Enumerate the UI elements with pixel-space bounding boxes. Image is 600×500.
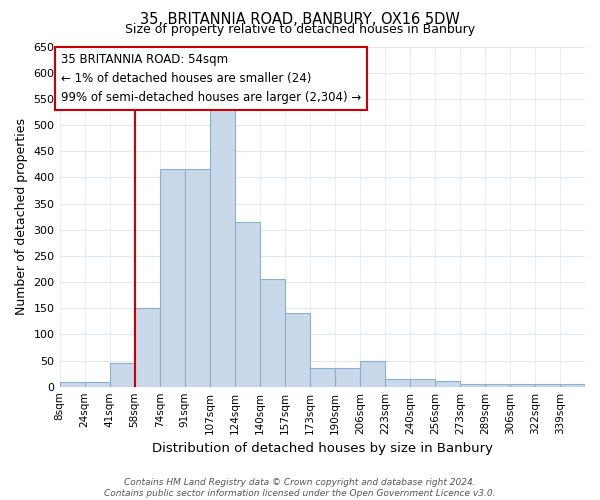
Bar xyxy=(235,222,260,386)
Text: 35, BRITANNIA ROAD, BANBURY, OX16 5DW: 35, BRITANNIA ROAD, BANBURY, OX16 5DW xyxy=(140,12,460,28)
Bar xyxy=(285,314,310,386)
Bar xyxy=(535,384,560,386)
Bar xyxy=(435,382,460,386)
Bar xyxy=(260,280,285,386)
Bar xyxy=(510,384,535,386)
Text: 35 BRITANNIA ROAD: 54sqm
← 1% of detached houses are smaller (24)
99% of semi-de: 35 BRITANNIA ROAD: 54sqm ← 1% of detache… xyxy=(61,53,361,104)
Bar xyxy=(185,170,209,386)
Y-axis label: Number of detached properties: Number of detached properties xyxy=(15,118,28,315)
Bar xyxy=(560,384,585,386)
Bar xyxy=(385,379,410,386)
X-axis label: Distribution of detached houses by size in Banbury: Distribution of detached houses by size … xyxy=(152,442,493,455)
Bar xyxy=(360,360,385,386)
Bar xyxy=(85,382,110,386)
Bar xyxy=(410,379,435,386)
Bar xyxy=(209,110,235,386)
Bar xyxy=(110,363,134,386)
Bar xyxy=(59,382,85,386)
Text: Size of property relative to detached houses in Banbury: Size of property relative to detached ho… xyxy=(125,22,475,36)
Bar xyxy=(160,170,185,386)
Bar xyxy=(134,308,160,386)
Text: Contains HM Land Registry data © Crown copyright and database right 2024.
Contai: Contains HM Land Registry data © Crown c… xyxy=(104,478,496,498)
Bar xyxy=(310,368,335,386)
Bar xyxy=(460,384,485,386)
Bar xyxy=(335,368,360,386)
Bar xyxy=(485,384,510,386)
